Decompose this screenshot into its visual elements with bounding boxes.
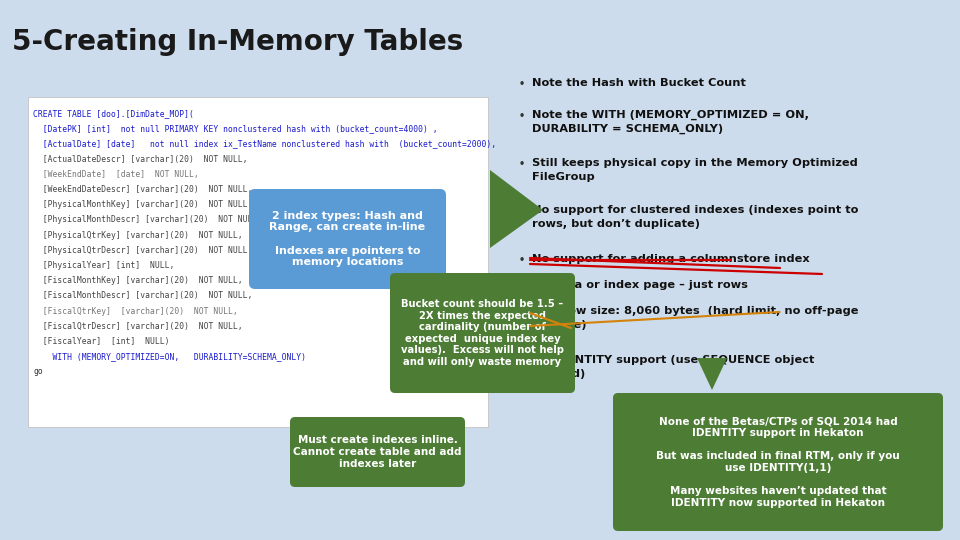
Text: No support for clustered indexes (indexes point to: No support for clustered indexes (indexe… [532,205,858,215]
Text: •: • [519,79,525,89]
Polygon shape [490,170,543,248]
Text: rows, but don’t duplicate): rows, but don’t duplicate) [532,219,700,229]
Text: •: • [519,159,525,169]
Text: [FiscalQtrKey]  [varchar](20)  NOT NULL,: [FiscalQtrKey] [varchar](20) NOT NULL, [33,307,238,315]
Polygon shape [697,358,727,390]
Text: •: • [519,255,525,265]
Text: Max row size: 8,060 bytes  (hard limit, no off-page: Max row size: 8,060 bytes (hard limit, n… [532,306,858,316]
Text: FileGroup: FileGroup [532,172,595,182]
Text: 5-Creating In-Memory Tables: 5-Creating In-Memory Tables [12,28,464,56]
Text: CREATE TABLE [doo].[DimDate_MOP](: CREATE TABLE [doo].[DimDate_MOP]( [33,109,194,118]
FancyBboxPatch shape [28,97,488,427]
Text: DURABILITY = SCHEMA_ONLY): DURABILITY = SCHEMA_ONLY) [532,124,723,134]
Text: [WeekEndDate]  [date]  NOT NULL,: [WeekEndDate] [date] NOT NULL, [33,170,199,179]
Text: [PhysicalMonthKey] [varchar](20)  NOT NULL,: [PhysicalMonthKey] [varchar](20) NOT NUL… [33,200,252,209]
Text: Note the WITH (MEMORY_OPTIMIZED = ON,: Note the WITH (MEMORY_OPTIMIZED = ON, [532,110,809,120]
Text: Must create indexes inline.
Cannot create table and add
indexes later: Must create indexes inline. Cannot creat… [293,435,462,469]
Text: 2 index types: Hash and
Range, can create in-line

Indexes are pointers to
memor: 2 index types: Hash and Range, can creat… [270,211,425,267]
Text: [FiscalMonthDescr] [varchar](20)  NOT NULL,: [FiscalMonthDescr] [varchar](20) NOT NUL… [33,292,252,300]
Text: [DatePK] [int]  not null PRIMARY KEY nonclustered hash with (bucket_count=4000) : [DatePK] [int] not null PRIMARY KEY nonc… [33,124,438,133]
Text: •: • [519,111,525,121]
FancyBboxPatch shape [390,273,575,393]
Text: [FiscalYear]  [int]  NULL): [FiscalYear] [int] NULL) [33,337,170,346]
Text: •: • [519,281,525,291]
Text: •: • [519,307,525,317]
Text: go: go [33,367,43,376]
Text: None of the Betas/CTPs of SQL 2014 had
IDENTITY support in Hekaton

But was incl: None of the Betas/CTPs of SQL 2014 had I… [656,416,900,508]
Text: [PhysicalQtrDescr] [varchar](20)  NOT NULL,: [PhysicalQtrDescr] [varchar](20) NOT NUL… [33,246,252,255]
Text: storage): storage) [532,320,587,330]
Text: instead): instead) [532,369,586,379]
Text: [PhysicalYear] [int]  NULL,: [PhysicalYear] [int] NULL, [33,261,175,270]
Text: [FiscalQtrDescr] [varchar](20)  NOT NULL,: [FiscalQtrDescr] [varchar](20) NOT NULL, [33,322,243,331]
Text: WITH (MEMORY_OPTIMIZED=ON,   DURABILITY=SCHEMA_ONLY): WITH (MEMORY_OPTIMIZED=ON, DURABILITY=SC… [33,352,306,361]
Text: Bucket count should be 1.5 –
2X times the expected
cardinality (number of
expect: Bucket count should be 1.5 – 2X times th… [401,299,564,367]
Text: No IDENTITY support (use SEQUENCE object: No IDENTITY support (use SEQUENCE object [532,355,814,365]
FancyBboxPatch shape [249,189,446,289]
FancyBboxPatch shape [290,417,465,487]
Text: •: • [519,206,525,216]
Text: •: • [519,356,525,366]
Text: No support for adding a columnstore index: No support for adding a columnstore inde… [532,254,809,264]
Text: [PhysicalQtrKey] [varchar](20)  NOT NULL,: [PhysicalQtrKey] [varchar](20) NOT NULL, [33,231,243,240]
Text: Note the Hash with Bucket Count: Note the Hash with Bucket Count [532,78,746,88]
Text: Still keeps physical copy in the Memory Optimized: Still keeps physical copy in the Memory … [532,158,857,168]
Text: [ActualDate] [date]   not null index ix_TestName nonclustered hash with  (bucket: [ActualDate] [date] not null index ix_Te… [33,139,496,148]
Text: [WeekEndDateDescr] [varchar](20)  NOT NULL,: [WeekEndDateDescr] [varchar](20) NOT NUL… [33,185,252,194]
Text: No data or index page – just rows: No data or index page – just rows [532,280,748,290]
FancyBboxPatch shape [613,393,943,531]
Text: [FiscalMonthKey] [varchar](20)  NOT NULL,: [FiscalMonthKey] [varchar](20) NOT NULL, [33,276,243,285]
Text: [PhysicalMonthDescr] [varchar](20)  NOT NULL,: [PhysicalMonthDescr] [varchar](20) NOT N… [33,215,262,225]
Text: [ActualDateDescr] [varchar](20)  NOT NULL,: [ActualDateDescr] [varchar](20) NOT NULL… [33,154,248,164]
